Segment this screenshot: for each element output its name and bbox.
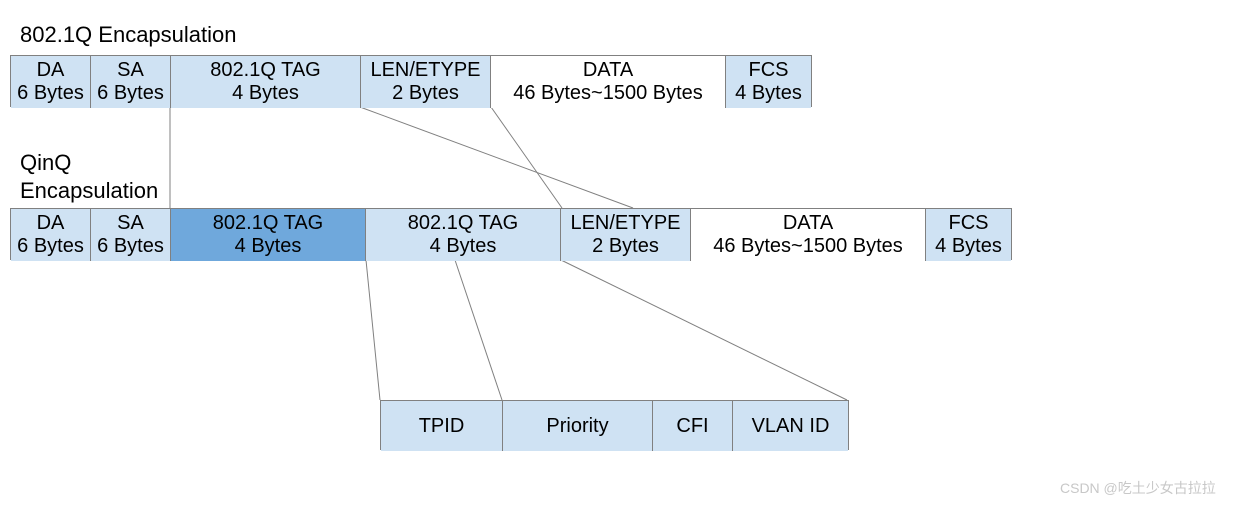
field-label: LEN/ETYPE — [570, 212, 680, 235]
field-label: 4 Bytes — [735, 82, 802, 105]
field-label: 2 Bytes — [392, 82, 459, 105]
title-qinq-line2: Encapsulation — [20, 178, 158, 204]
field-s-pri: Priority — [503, 401, 653, 451]
field-label: 46 Bytes~1500 Bytes — [713, 235, 903, 258]
field-b-stag: 802.1Q TAG4 Bytes — [171, 209, 366, 261]
field-label: 6 Bytes — [17, 235, 84, 258]
field-label: DA — [37, 59, 65, 82]
field-label: 4 Bytes — [235, 235, 302, 258]
field-a-data: DATA46 Bytes~1500 Bytes — [491, 56, 726, 108]
field-label: 4 Bytes — [232, 82, 299, 105]
field-label: 46 Bytes~1500 Bytes — [513, 82, 703, 105]
field-s-cfi: CFI — [653, 401, 733, 451]
field-s-tpid: TPID — [381, 401, 503, 451]
field-b-sa: SA6 Bytes — [91, 209, 171, 261]
field-label: DATA — [783, 212, 833, 235]
field-b-ctag: 802.1Q TAG4 Bytes — [366, 209, 561, 261]
frame-8021q: DA6 BytesSA6 Bytes802.1Q TAG4 BytesLEN/E… — [10, 55, 812, 107]
field-b-data: DATA46 Bytes~1500 Bytes — [691, 209, 926, 261]
field-b-da: DA6 Bytes — [11, 209, 91, 261]
field-label: 2 Bytes — [592, 235, 659, 258]
title-qinq-line1: QinQ — [20, 150, 71, 176]
field-label: 6 Bytes — [97, 235, 164, 258]
title-8021q: 802.1Q Encapsulation — [20, 22, 237, 48]
field-label: 6 Bytes — [97, 82, 164, 105]
field-a-tag: 802.1Q TAG4 Bytes — [171, 56, 361, 108]
field-label: 802.1Q TAG — [210, 59, 320, 82]
field-label: 6 Bytes — [17, 82, 84, 105]
field-a-etype: LEN/ETYPE2 Bytes — [361, 56, 491, 108]
watermark: CSDN @吃土少女古拉拉 — [1060, 478, 1216, 498]
field-a-da: DA6 Bytes — [11, 56, 91, 108]
field-label: LEN/ETYPE — [370, 59, 480, 82]
field-s-vid: VLAN ID — [733, 401, 848, 451]
field-b-etype: LEN/ETYPE2 Bytes — [561, 209, 691, 261]
field-label: 802.1Q TAG — [213, 212, 323, 235]
field-label: FCS — [749, 59, 789, 82]
field-label: 4 Bytes — [935, 235, 1002, 258]
field-label: 4 Bytes — [430, 235, 497, 258]
frame-qinq: DA6 BytesSA6 Bytes802.1Q TAG4 Bytes802.1… — [10, 208, 1012, 260]
field-label: FCS — [949, 212, 989, 235]
field-b-fcs: FCS4 Bytes — [926, 209, 1011, 261]
tag-breakdown: TPIDPriorityCFIVLAN ID — [380, 400, 849, 450]
field-label: SA — [117, 59, 144, 82]
field-label: DA — [37, 212, 65, 235]
diagram-stage: 802.1Q Encapsulation DA6 BytesSA6 Bytes8… — [0, 0, 1234, 509]
field-label: DATA — [583, 59, 633, 82]
field-label: 802.1Q TAG — [408, 212, 518, 235]
field-a-sa: SA6 Bytes — [91, 56, 171, 108]
field-a-fcs: FCS4 Bytes — [726, 56, 811, 108]
field-label: SA — [117, 212, 144, 235]
